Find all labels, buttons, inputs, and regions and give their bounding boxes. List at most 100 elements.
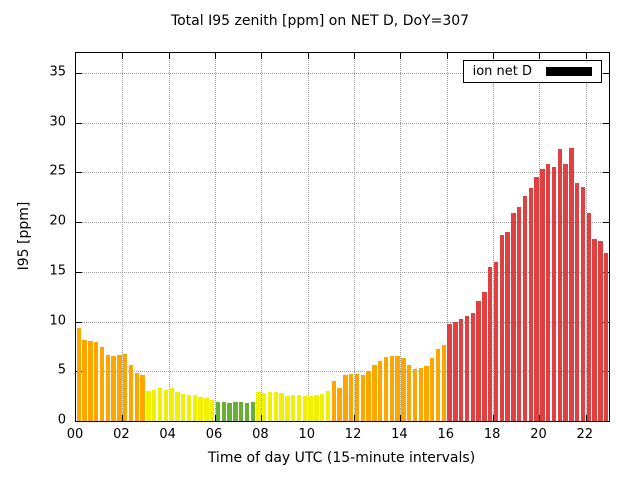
bar [94,342,99,421]
y-tick-label: 5 [57,362,66,378]
x-tick-mark [400,53,402,59]
x-tick-label: 10 [298,427,316,442]
bar [598,240,603,421]
bar [180,394,186,421]
bar [459,318,464,421]
bar [250,402,255,421]
y-tick-mark [76,222,82,224]
bar [464,315,470,421]
bar [163,390,168,421]
bar [360,375,365,421]
y-tick-label: 35 [49,64,66,80]
x-tick-mark [307,53,309,59]
y-tick-mark [76,72,82,74]
y-tick-label: 0 [57,412,66,428]
bar [418,368,423,421]
y-tick-label: 30 [49,114,66,130]
bar [540,169,545,421]
x-tick-label: 00 [66,427,84,442]
bar [569,148,574,421]
x-gridline [493,53,495,421]
bar [476,300,481,421]
bar [545,164,551,421]
y-tick-mark [603,122,609,124]
bar [238,402,244,421]
y-gridline [76,122,609,124]
x-tick-mark [354,415,356,421]
x-tick-mark [585,415,587,421]
bar [488,266,493,421]
y-gridline [76,72,609,74]
x-tick-mark [493,53,495,59]
bar [198,397,203,421]
y-tick-mark [603,222,609,224]
bar [128,365,134,421]
legend-label: ion net D [472,64,532,79]
x-tick-label: 12 [344,427,362,442]
y-axis-label: I95 [ppm] [16,201,32,271]
bar [435,349,441,421]
bar [233,402,238,421]
y-tick-label: 10 [49,313,66,329]
y-gridline [76,271,609,273]
bar [551,167,557,421]
x-tick-mark [307,415,309,421]
x-gridline [446,53,448,421]
x-tick-mark [539,415,541,421]
bar [511,213,516,421]
y-gridline [76,371,609,373]
plot-area: ion net D [75,52,610,422]
bar [105,355,111,421]
bar [262,393,267,421]
bar [430,358,435,421]
bar [534,177,539,421]
x-tick-mark [168,53,170,59]
x-tick-mark [215,415,217,421]
x-tick-mark [168,415,170,421]
bar [215,402,221,421]
x-tick-label: 04 [159,427,176,442]
bar [493,261,499,421]
bar [580,187,586,421]
bar [401,358,406,421]
bar [76,327,82,421]
bar [424,366,429,421]
bar [574,183,580,421]
bar [285,396,290,421]
bar [592,239,597,421]
x-gridline [400,53,402,421]
x-tick-label: 20 [530,427,547,442]
bar [291,395,296,421]
y-tick-label: 25 [49,163,66,179]
bar [586,213,591,421]
y-tick-label: 15 [49,263,66,279]
bar [603,252,609,421]
bar [99,347,105,421]
bar [441,345,447,421]
bar [152,390,157,421]
legend-swatch [546,67,592,76]
bar [169,388,174,421]
bar [267,392,273,421]
bar [221,402,226,421]
y-tick-mark [76,122,82,124]
bar [175,392,180,421]
y-gridline [76,172,609,174]
bar [383,357,389,421]
x-tick-label: 06 [205,427,223,442]
x-axis-label: Time of day UTC (15-minute intervals) [207,450,476,466]
bar [123,354,128,421]
bar [134,373,140,421]
bar [302,396,308,421]
x-tick-mark [446,53,448,59]
x-tick-mark [400,415,402,421]
bar [157,388,163,421]
x-tick-mark [354,53,356,59]
x-tick-mark [585,53,587,59]
bar [563,164,568,421]
bar [331,381,336,421]
x-tick-mark [261,53,263,59]
x-tick-label: 16 [437,427,455,442]
bar [111,356,116,421]
